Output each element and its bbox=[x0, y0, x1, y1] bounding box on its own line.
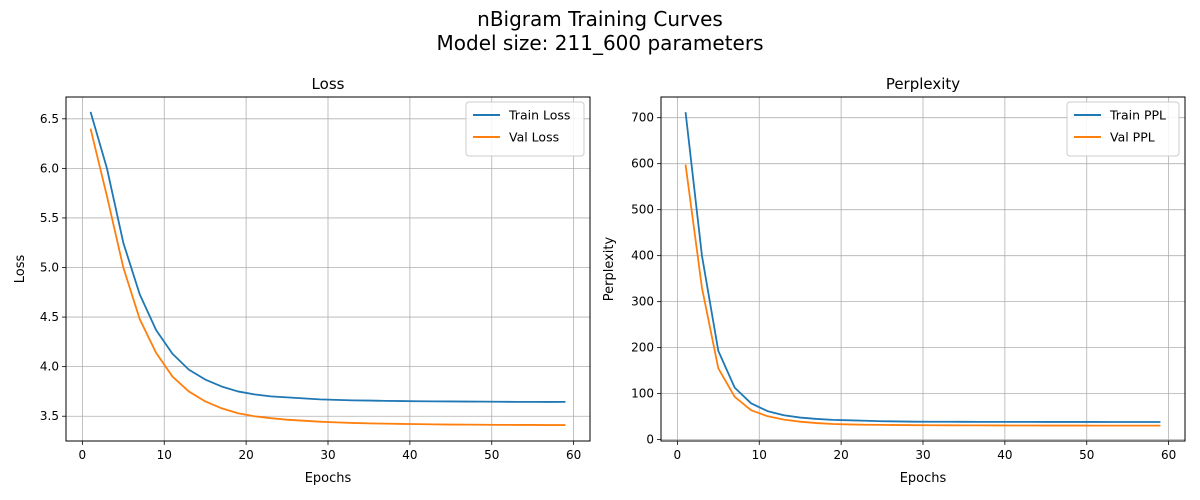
y-tick-label: 4.5 bbox=[40, 310, 59, 324]
x-axis-label: Epochs bbox=[900, 471, 947, 486]
x-tick-label: 40 bbox=[997, 448, 1012, 462]
series-line-train bbox=[684, 112, 1161, 423]
y-tick-label: 400 bbox=[631, 249, 654, 263]
legend-label: Val Loss bbox=[509, 130, 559, 145]
legend-label: Train PPL bbox=[1109, 108, 1166, 123]
x-axis-label: Epochs bbox=[305, 471, 352, 486]
y-tick-label: 3.5 bbox=[40, 409, 59, 423]
x-tick-label: 50 bbox=[1079, 448, 1094, 462]
x-tick-label: 60 bbox=[566, 448, 581, 462]
y-tick-label: 700 bbox=[631, 111, 654, 125]
x-tick-label: 30 bbox=[915, 448, 930, 462]
x-tick-label: 40 bbox=[402, 448, 417, 462]
legend: Train Loss Val Loss bbox=[465, 101, 585, 157]
x-tick-label: 0 bbox=[674, 448, 682, 462]
x-tick-label: 0 bbox=[79, 448, 87, 462]
x-tick-label: 30 bbox=[320, 448, 335, 462]
chart-title: Perplexity bbox=[886, 75, 960, 93]
series-line-val bbox=[89, 128, 566, 426]
y-tick-label: 300 bbox=[631, 295, 654, 309]
legend-label: Train Loss bbox=[508, 108, 570, 123]
series-line-train bbox=[89, 111, 566, 403]
chart-title: Loss bbox=[312, 75, 345, 93]
x-tick-label: 50 bbox=[484, 448, 499, 462]
x-tick-label: 20 bbox=[238, 448, 253, 462]
figure-title: nBigram Training Curves bbox=[477, 7, 723, 31]
series-line-val bbox=[684, 164, 1161, 427]
y-tick-label: 6.5 bbox=[40, 112, 59, 126]
y-tick-label: 500 bbox=[631, 203, 654, 217]
y-tick-label: 100 bbox=[631, 387, 654, 401]
x-tick-label: 60 bbox=[1161, 448, 1176, 462]
y-axis-label: Loss bbox=[13, 255, 28, 284]
y-axis-label: Perplexity bbox=[602, 236, 617, 301]
y-tick-label: 600 bbox=[631, 157, 654, 171]
legend-label: Val PPL bbox=[1110, 130, 1155, 145]
figure-subtitle: Model size: 211_600 parameters bbox=[436, 31, 764, 55]
y-tick-label: 200 bbox=[631, 341, 654, 355]
y-tick-label: 4.0 bbox=[40, 360, 59, 374]
x-tick-label: 10 bbox=[157, 448, 172, 462]
perplexity-chart: 0 10 20 30 40 50 600100200300400500600700Perpl… bbox=[602, 75, 1186, 486]
y-tick-label: 6.0 bbox=[40, 161, 59, 175]
y-tick-label: 0 bbox=[646, 433, 654, 447]
y-tick-label: 5.0 bbox=[40, 261, 59, 275]
y-tick-label: 5.5 bbox=[40, 211, 59, 225]
legend: Train PPL Val PPL bbox=[1066, 101, 1180, 157]
x-tick-label: 10 bbox=[752, 448, 767, 462]
loss-chart: 0 10 20 30 40 50 60 3.5 4.0 4.5 5.0 5.5 6.0 6.5 Loss Ep… bbox=[13, 75, 591, 486]
x-tick-label: 20 bbox=[833, 448, 848, 462]
